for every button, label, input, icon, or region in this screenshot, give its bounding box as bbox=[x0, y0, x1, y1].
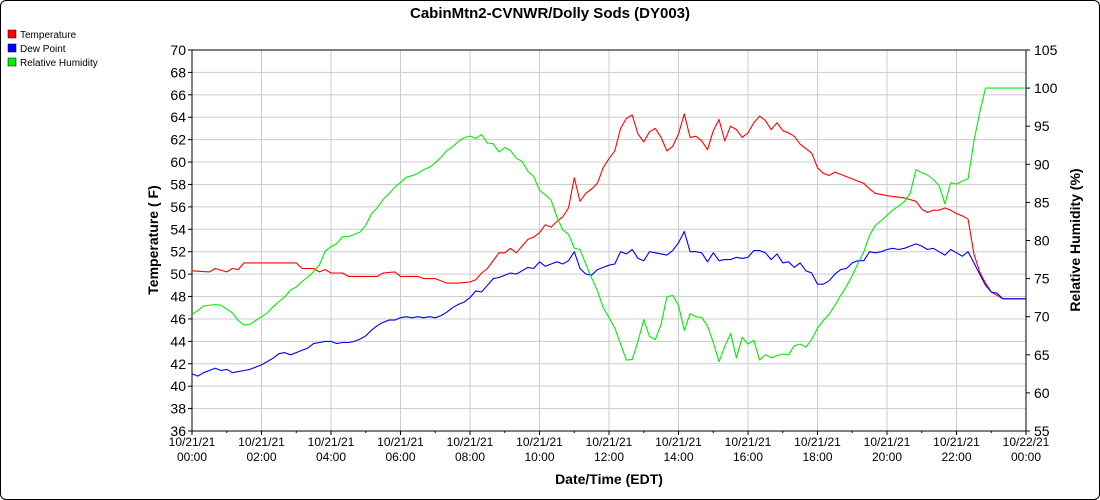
left-tick-label: 50 bbox=[170, 266, 186, 282]
x-tick-date: 10/21/21 bbox=[586, 435, 633, 449]
x-tick-date: 10/21/21 bbox=[794, 435, 841, 449]
left-tick-label: 46 bbox=[170, 311, 186, 327]
y-axis-right-label: Relative Humidity (%) bbox=[1067, 168, 1083, 311]
left-tick-label: 44 bbox=[170, 333, 186, 349]
legend-label-relative-humidity: Relative Humidity bbox=[20, 58, 98, 69]
x-tick-date: 10/21/21 bbox=[447, 435, 494, 449]
x-tick-time: 00:00 bbox=[1011, 450, 1041, 464]
legend-swatch-relative-humidity bbox=[7, 57, 17, 67]
x-tick-time: 22:00 bbox=[941, 450, 971, 464]
x-axis-label: Date/Time (EDT) bbox=[555, 471, 663, 487]
relative-humidity-line bbox=[191, 87, 1026, 363]
x-tick-date: 10/21/21 bbox=[725, 435, 772, 449]
legend-item-relative-humidity: Relative Humidity bbox=[7, 57, 98, 69]
x-tick-time: 14:00 bbox=[663, 450, 693, 464]
left-tick-label: 38 bbox=[170, 401, 186, 417]
left-tick-label: 68 bbox=[170, 64, 186, 80]
x-tick-time: 08:00 bbox=[455, 450, 485, 464]
x-axis-ticks: 10/21/2100:0010/21/2102:0010/21/2104:001… bbox=[169, 431, 1050, 464]
x-tick-date: 10/21/21 bbox=[308, 435, 355, 449]
left-tick-label: 56 bbox=[170, 199, 186, 215]
x-tick-time: 10:00 bbox=[524, 450, 554, 464]
right-tick-label: 65 bbox=[1034, 347, 1050, 363]
temperature-line bbox=[191, 113, 1026, 300]
x-tick-time: 16:00 bbox=[733, 450, 763, 464]
right-axis-ticks: 55 60 65 70 75 80 85 90 95 100 105 bbox=[1026, 42, 1058, 439]
x-tick-date: 10/21/21 bbox=[169, 435, 216, 449]
right-tick-label: 60 bbox=[1034, 385, 1050, 401]
right-tick-label: 70 bbox=[1034, 309, 1050, 325]
left-tick-label: 70 bbox=[170, 42, 186, 58]
x-tick-time: 02:00 bbox=[246, 450, 276, 464]
x-tick-date: 10/21/21 bbox=[377, 435, 424, 449]
left-tick-label: 36 bbox=[170, 423, 186, 439]
left-tick-label: 62 bbox=[170, 132, 186, 148]
legend-item-temperature: Temperature bbox=[7, 29, 77, 41]
left-tick-label: 64 bbox=[170, 109, 186, 125]
x-tick-time: 00:00 bbox=[177, 450, 207, 464]
right-tick-label: 90 bbox=[1034, 156, 1050, 172]
series-layer bbox=[191, 87, 1026, 377]
grid-lines bbox=[191, 49, 1027, 432]
legend-swatch-dew-point bbox=[7, 43, 17, 53]
x-tick-date: 10/21/21 bbox=[864, 435, 911, 449]
right-tick-label: 105 bbox=[1034, 42, 1058, 58]
x-tick-time: 20:00 bbox=[872, 450, 902, 464]
left-tick-label: 58 bbox=[170, 176, 186, 192]
left-tick-label: 42 bbox=[170, 356, 186, 372]
left-tick-label: 66 bbox=[170, 87, 186, 103]
legend-label-dew-point: Dew Point bbox=[20, 44, 66, 55]
right-tick-label: 75 bbox=[1034, 271, 1050, 287]
x-tick-time: 12:00 bbox=[594, 450, 624, 464]
left-tick-label: 60 bbox=[170, 154, 186, 170]
left-tick-label: 54 bbox=[170, 221, 186, 237]
left-tick-label: 48 bbox=[170, 289, 186, 305]
x-tick-date: 10/21/21 bbox=[933, 435, 980, 449]
right-tick-label: 80 bbox=[1034, 233, 1050, 249]
dew-point-line bbox=[191, 230, 1026, 377]
x-tick-time: 06:00 bbox=[385, 450, 415, 464]
x-tick-date: 10/21/21 bbox=[238, 435, 285, 449]
legend: Temperature Dew Point Relative Humidity bbox=[7, 29, 98, 69]
x-tick-time: 18:00 bbox=[802, 450, 832, 464]
left-tick-label: 52 bbox=[170, 244, 186, 260]
legend-item-dew-point: Dew Point bbox=[7, 43, 66, 55]
x-tick-date: 10/21/21 bbox=[655, 435, 702, 449]
legend-swatch-temperature bbox=[7, 29, 17, 39]
right-tick-label: 55 bbox=[1034, 423, 1050, 439]
x-tick-date: 10/22/21 bbox=[1003, 435, 1050, 449]
legend-label-temperature: Temperature bbox=[20, 30, 77, 41]
left-axis-ticks: 36 38 40 42 44 46 48 50 52 54 56 58 60 62 64 66 68 70 bbox=[170, 42, 192, 439]
right-tick-label: 100 bbox=[1034, 80, 1058, 96]
left-tick-label: 40 bbox=[170, 378, 186, 394]
right-tick-label: 95 bbox=[1034, 118, 1050, 134]
chart-title: CabinMtn2-CVNWR/Dolly Sods (DY003) bbox=[410, 5, 690, 22]
y-axis-left-label: Temperature ( F) bbox=[145, 185, 161, 294]
x-tick-time: 04:00 bbox=[316, 450, 346, 464]
x-tick-date: 10/21/21 bbox=[516, 435, 563, 449]
right-tick-label: 85 bbox=[1034, 194, 1050, 210]
